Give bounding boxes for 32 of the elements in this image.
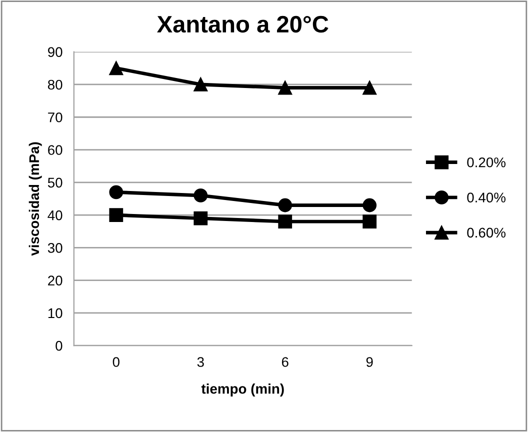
y-tick-label: 40 bbox=[48, 210, 62, 220]
x-axis-title: tiempo (min) bbox=[201, 384, 284, 396]
y-tick-label: 30 bbox=[48, 243, 62, 253]
point bbox=[109, 185, 124, 200]
y-tick-label: 70 bbox=[48, 112, 62, 122]
y-tick-label: 50 bbox=[48, 178, 62, 188]
y-tick-label: 90 bbox=[48, 47, 62, 58]
legend-label: 0.20% bbox=[467, 157, 506, 168]
point bbox=[194, 188, 208, 202]
y-tick-label: 80 bbox=[48, 80, 62, 90]
y-tick-label: 20 bbox=[48, 276, 62, 286]
point bbox=[194, 211, 208, 226]
point bbox=[362, 80, 377, 95]
y-axis-title: viscosidad (mPa) bbox=[28, 142, 42, 256]
x-tick-label: 6 bbox=[282, 357, 288, 367]
legend-label: 0.60% bbox=[467, 228, 506, 238]
y-tick-label: 10 bbox=[48, 308, 62, 318]
point bbox=[362, 214, 377, 229]
point bbox=[109, 208, 124, 222]
chart-title: Xantano a 20°C bbox=[157, 16, 328, 33]
x-tick-label: 0 bbox=[112, 357, 120, 367]
point bbox=[362, 198, 377, 212]
point bbox=[278, 80, 292, 95]
point bbox=[109, 61, 124, 76]
x-tick-label: 9 bbox=[366, 357, 373, 367]
y-tick-label: 60 bbox=[48, 145, 62, 155]
point bbox=[278, 214, 292, 229]
legend-label: 0.40% bbox=[467, 192, 506, 202]
x-tick-label: 3 bbox=[197, 357, 204, 367]
point bbox=[194, 78, 208, 92]
y-tick-label: 0 bbox=[56, 340, 62, 351]
point bbox=[278, 198, 292, 212]
